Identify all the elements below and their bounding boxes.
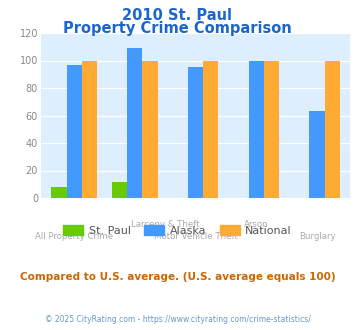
- Text: Burglary: Burglary: [299, 232, 335, 241]
- Text: Motor Vehicle Theft: Motor Vehicle Theft: [154, 232, 237, 241]
- Bar: [82, 60, 97, 198]
- Bar: [188, 67, 203, 198]
- Bar: [127, 48, 142, 198]
- Bar: [310, 112, 324, 198]
- Legend: St. Paul, Alaska, National: St. Paul, Alaska, National: [59, 221, 296, 240]
- Text: Larceny & Theft: Larceny & Theft: [131, 220, 200, 229]
- Bar: [249, 60, 264, 198]
- Text: Property Crime Comparison: Property Crime Comparison: [63, 21, 292, 36]
- Bar: [51, 187, 67, 198]
- Text: All Property Crime: All Property Crime: [35, 232, 113, 241]
- Bar: [324, 60, 340, 198]
- Bar: [203, 60, 218, 198]
- Bar: [264, 60, 279, 198]
- Text: Compared to U.S. average. (U.S. average equals 100): Compared to U.S. average. (U.S. average …: [20, 272, 335, 282]
- Bar: [67, 65, 82, 198]
- Bar: [142, 60, 158, 198]
- Text: © 2025 CityRating.com - https://www.cityrating.com/crime-statistics/: © 2025 CityRating.com - https://www.city…: [45, 315, 310, 324]
- Text: Arson: Arson: [244, 220, 269, 229]
- Bar: [112, 182, 127, 198]
- Text: 2010 St. Paul: 2010 St. Paul: [122, 8, 233, 23]
